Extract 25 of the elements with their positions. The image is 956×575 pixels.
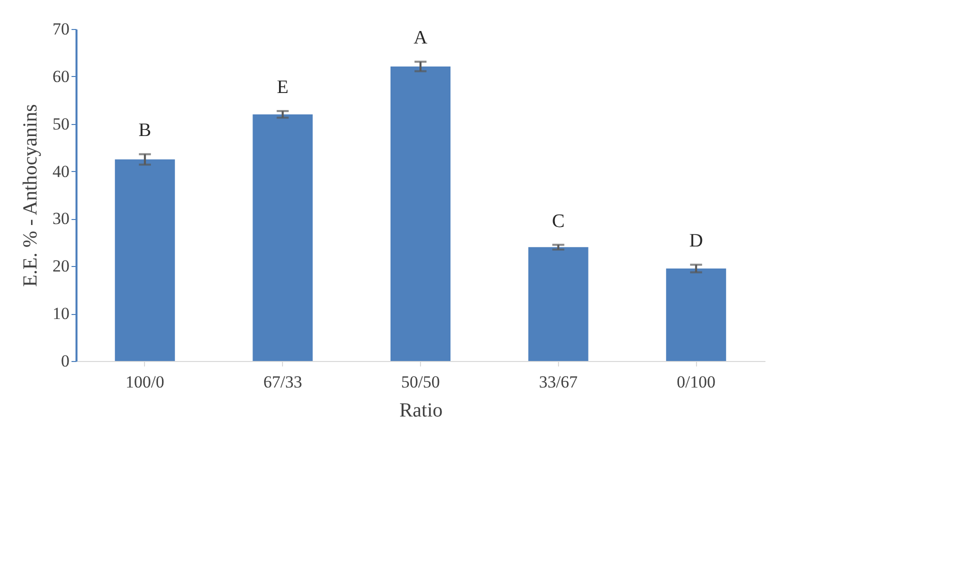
y-axis-title: E.E. % - Anthocyanins (20, 104, 42, 287)
bar (528, 247, 588, 361)
bar (666, 268, 726, 361)
annotation: D (689, 230, 703, 252)
y-tick-label: 20 (52, 256, 70, 276)
annotation: C (552, 210, 565, 232)
x-tick-label: 67/33 (263, 372, 302, 392)
x-tick-label: 50/50 (401, 372, 440, 392)
x-tick-label: 100/0 (126, 372, 164, 392)
bar (114, 159, 175, 361)
annotation: B (138, 120, 152, 142)
x-axis-title: Ratio (399, 400, 443, 422)
y-tick-label: 0 (61, 352, 70, 370)
annotation: A (414, 28, 428, 49)
bar (390, 66, 450, 361)
y-tick-label: 60 (52, 66, 70, 86)
x-tick-label: 0/100 (676, 372, 716, 392)
y-tick-label: 50 (52, 114, 70, 134)
annotation: E (276, 77, 289, 98)
y-tick-label: 10 (52, 304, 70, 324)
bar (252, 114, 313, 361)
x-tick-label: 33/67 (538, 372, 578, 392)
y-tick-label: 30 (52, 209, 70, 228)
y-tick-label: 70 (52, 20, 70, 38)
y-tick-label: 40 (52, 162, 70, 181)
